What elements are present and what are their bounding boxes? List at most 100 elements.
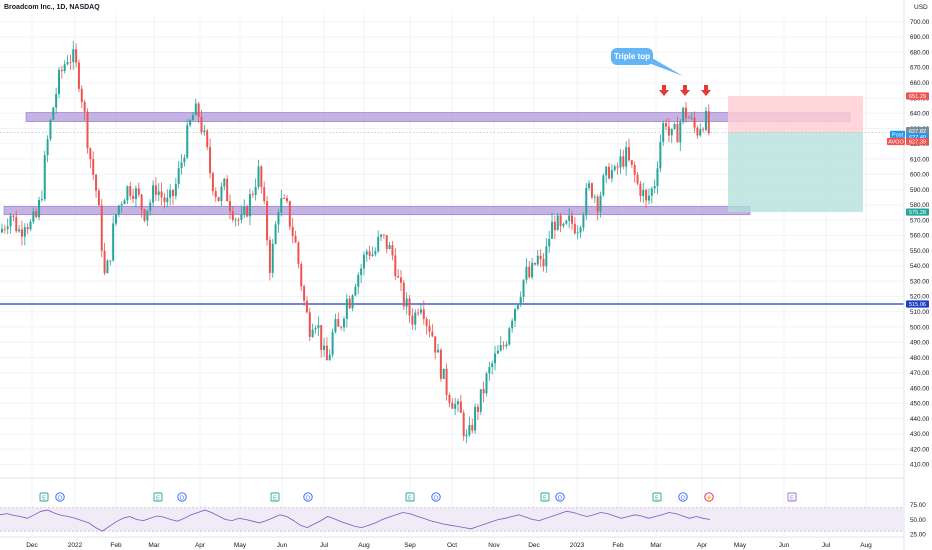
candle-body — [348, 298, 351, 309]
candle-body — [186, 125, 189, 158]
candle-body — [223, 178, 226, 187]
candle-body — [579, 227, 582, 233]
event-marker-label: E — [543, 495, 547, 501]
time-label: Apr — [697, 542, 708, 549]
candle-body — [134, 188, 137, 199]
candle-body — [499, 345, 502, 351]
candle-body — [271, 243, 274, 273]
dividend-marker-icon[interactable] — [678, 492, 688, 502]
price-tick-label: 560.00 — [910, 233, 930, 240]
price-tick-label: 500.00 — [910, 324, 930, 331]
candle-body — [357, 274, 360, 287]
time-label: Dec — [528, 542, 540, 549]
candle-body — [137, 188, 140, 195]
candle-body — [545, 246, 548, 267]
candle-body — [571, 215, 573, 224]
candle-body — [476, 406, 479, 412]
candle-body — [568, 215, 571, 221]
event-marker-label: D — [558, 495, 562, 501]
price-tick-label: 600.00 — [910, 172, 930, 179]
candles — [1, 40, 710, 444]
candle-body — [354, 286, 357, 296]
support-zone[interactable] — [3, 206, 751, 216]
earnings-marker-icon[interactable] — [652, 492, 662, 502]
dividend-marker-icon[interactable] — [303, 492, 313, 502]
candle-body — [72, 49, 75, 62]
rsi-tick-labels: 75.00 50.00 25.00 — [910, 502, 926, 538]
candle-body — [448, 395, 451, 403]
candle-body — [397, 276, 400, 278]
event-marker-label: D — [180, 495, 184, 501]
candle-body — [226, 178, 229, 202]
resistance-zone[interactable] — [25, 112, 851, 122]
earnings-future-marker-icon[interactable] — [787, 492, 797, 502]
candle-body — [92, 159, 95, 175]
candle-body — [482, 389, 485, 394]
candle-body — [197, 103, 200, 117]
price-tick-label: 670.00 — [910, 65, 930, 72]
candle-body — [525, 266, 528, 280]
triple-top-callout[interactable]: Triple top — [611, 48, 683, 76]
triple-top-arrows — [659, 85, 711, 96]
candle-body — [696, 127, 699, 136]
rsi-pane[interactable] — [0, 477, 904, 532]
candle-body — [508, 328, 511, 345]
time-label: Oct — [447, 542, 457, 549]
candle-body — [687, 117, 690, 119]
time-label: Dec — [26, 542, 38, 549]
candle-body — [38, 199, 41, 218]
candle-body — [308, 312, 311, 337]
candle-body — [209, 147, 212, 174]
stop-loss-box[interactable] — [728, 95, 863, 133]
dividend-marker-icon[interactable] — [177, 492, 187, 502]
price-tags: 651.29627.82Post627.40AVGO627.39575.2851… — [887, 92, 929, 308]
candle-body — [636, 174, 639, 184]
earnings-marker-icon[interactable] — [153, 492, 163, 502]
candle-body — [297, 242, 300, 265]
candle-body — [682, 107, 685, 122]
split-marker-icon[interactable] — [704, 492, 714, 502]
candle-body — [323, 345, 326, 350]
candle-body — [143, 209, 146, 221]
price-tick-label: 640.00 — [910, 111, 930, 118]
candle-body — [465, 434, 468, 437]
price-tick-label: 680.00 — [910, 49, 930, 56]
candle-body — [707, 111, 710, 134]
candle-body — [442, 368, 445, 379]
candle-body — [496, 350, 499, 354]
candle-body — [283, 198, 286, 199]
price-axis[interactable]: USD — [903, 0, 928, 550]
candle-body — [605, 166, 608, 176]
earnings-marker-icon[interactable] — [405, 492, 415, 502]
candle-body — [528, 266, 531, 278]
dividend-marker-icon[interactable] — [431, 492, 441, 502]
dividend-marker-icon[interactable] — [555, 492, 565, 502]
event-marker-label: D — [434, 495, 438, 501]
candle-body — [391, 245, 394, 256]
symbol-title: Broadcom Inc., 1D, NASDAQ — [4, 4, 100, 11]
candle-body — [662, 123, 665, 142]
candle-body — [268, 240, 271, 273]
candle-body — [220, 186, 223, 202]
candle-body — [174, 183, 177, 196]
candle-body — [126, 186, 129, 201]
price-tag-bg — [906, 127, 929, 135]
candle-body — [556, 215, 559, 231]
candle-body — [291, 226, 294, 236]
profit-target-box[interactable] — [728, 132, 863, 213]
earnings-marker-icon[interactable] — [540, 492, 550, 502]
candle-body — [445, 368, 448, 396]
price-tick-label: 460.00 — [910, 385, 930, 392]
candle-body — [23, 227, 26, 237]
candle-body — [693, 117, 696, 128]
earnings-marker-icon[interactable] — [270, 492, 280, 502]
candle-body — [169, 189, 172, 198]
event-marker-label: D — [58, 495, 62, 501]
candle-body — [172, 189, 174, 196]
time-axis[interactable]: Dec 2022 Feb Mar Apr May Jun Jul Aug Sep Oct Nov Dec… — [26, 542, 872, 549]
dividend-marker-icon[interactable] — [55, 492, 65, 502]
earnings-marker-icon[interactable] — [39, 492, 49, 502]
callout-tail — [646, 58, 683, 76]
price-tick-label: 420.00 — [910, 446, 930, 453]
